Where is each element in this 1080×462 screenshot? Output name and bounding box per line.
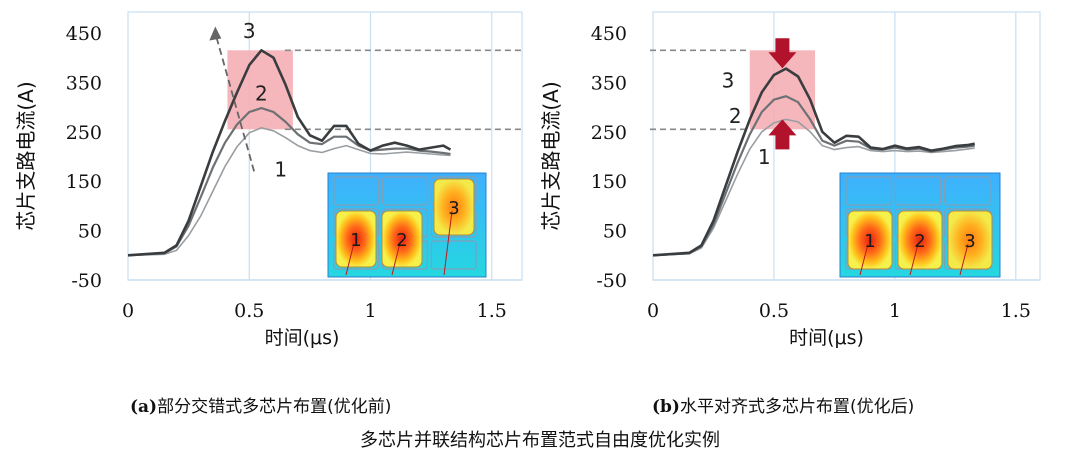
y-tick-label: 150 (66, 171, 102, 193)
series-line-3 (652, 67, 975, 257)
compress-arrow-down (768, 38, 797, 69)
figure-caption: 多芯片并联结构芯片布置范式自由度优化实例 (360, 430, 720, 451)
y-tick-label: -50 (71, 270, 102, 292)
trend-arrow-shaft (214, 32, 255, 172)
y-tick-label: 50 (603, 221, 627, 243)
trend-arrow-head (209, 26, 222, 41)
x-tick-label: 1 (889, 300, 901, 322)
caption-a-text: 部分交错式多芯片布置(优化前) (157, 397, 392, 417)
inset-chip-label: 2 (914, 231, 925, 252)
y-axis-label: 芯片支路电流(A) (14, 81, 38, 230)
curve-label-3: 3 (722, 68, 735, 92)
x-tick-label: 1.5 (477, 300, 507, 322)
inset-cell (944, 176, 991, 206)
caption-b-text: 水平对齐式多芯片布置(优化后) (679, 397, 915, 417)
chart-a: -50 50 150 250 350 450 0 0.5 1 1.5 时间(μs) 芯片支路电流(A)… (14, 11, 523, 349)
y-tick-label: 150 (591, 171, 627, 193)
x-tick-label: 1 (364, 300, 376, 322)
y-tick-label: 250 (591, 122, 627, 144)
series-line-1 (127, 127, 451, 257)
inset-chip-1 (335, 210, 377, 268)
y-tick-label: 350 (66, 72, 102, 94)
chart-b: -50 50 150 250 350 450 0 0.5 1 1.5 时间(μs) 芯片支路电流(A)… (539, 11, 1041, 349)
inset-chip-lead (959, 243, 969, 276)
y-axis-label: 芯片支路电流(A) (539, 81, 563, 230)
x-tick-label: 0.5 (234, 300, 264, 322)
inset-cell (845, 176, 892, 206)
inset-chip-lead (443, 210, 453, 276)
y-tick-label: 50 (78, 221, 102, 243)
inset-chip-3 (433, 178, 475, 236)
inset-chip-label: 3 (964, 231, 975, 252)
x-axis-label: 时间(μs) (789, 327, 864, 349)
inset-cell (894, 176, 942, 206)
y-tick-label: 450 (591, 23, 627, 45)
inset-chip-1 (847, 210, 893, 270)
inset-cell (430, 240, 477, 270)
x-tick-label: 0.5 (759, 300, 789, 322)
y-tick-label: -50 (596, 270, 627, 292)
y-tick-label: 350 (591, 72, 627, 94)
x-tick-label: 0 (647, 300, 659, 322)
inset-chip-2 (381, 210, 423, 268)
inset-chip-lead (345, 242, 355, 276)
inset-cell (333, 176, 380, 206)
caption-b-prefix: (b) (652, 397, 680, 417)
thermal-inset: 1 2 3 (327, 172, 487, 278)
x-tick-label: 1.5 (1001, 300, 1031, 322)
curve-label-2: 2 (729, 104, 742, 128)
inset-chip-2 (897, 210, 943, 270)
caption-b: (b)水平对齐式多芯片布置(优化后) (652, 392, 914, 417)
y-tick-label: 250 (66, 122, 102, 144)
curve-label-1: 1 (758, 145, 771, 169)
inset-chip-label: 2 (396, 230, 407, 251)
curve-label-2: 2 (255, 82, 268, 106)
inset-chip-lead (391, 242, 401, 276)
caption-a-prefix: (a) (130, 397, 158, 417)
inset-chip-lead (859, 243, 869, 276)
series-line-2 (127, 106, 451, 257)
inset-chip-lead (909, 243, 919, 276)
inset-chip-3 (947, 210, 993, 270)
thermal-inset: 1 2 3 (839, 172, 1001, 278)
series-line-3 (127, 48, 452, 257)
inset-chip-label: 3 (448, 198, 459, 219)
curve-label-1: 1 (274, 157, 287, 181)
y-tick-label: 450 (66, 23, 102, 45)
inset-chip-label: 1 (350, 230, 361, 251)
curve-label-3: 3 (243, 19, 256, 43)
compress-arrow-up (768, 119, 797, 150)
x-tick-label: 0 (122, 300, 134, 322)
inset-chip-label: 1 (864, 231, 875, 252)
caption-a: (a)部分交错式多芯片布置(优化前) (130, 392, 391, 417)
inset-cell (382, 176, 428, 206)
series-line-1 (652, 118, 975, 257)
x-axis-label: 时间(μs) (265, 327, 340, 349)
